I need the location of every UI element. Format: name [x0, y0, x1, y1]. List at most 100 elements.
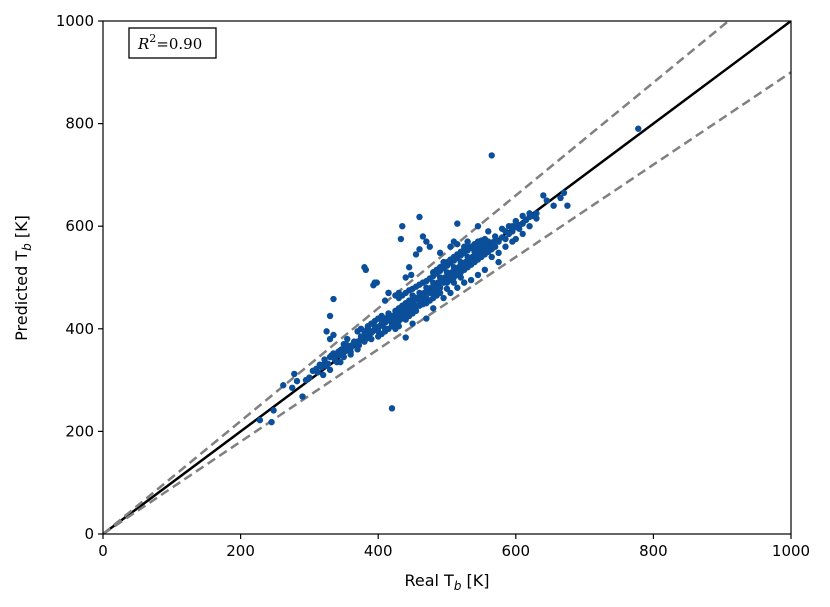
data-point — [454, 284, 461, 291]
data-point — [289, 384, 296, 391]
data-point — [526, 210, 533, 217]
data-point — [485, 244, 492, 251]
data-point — [416, 213, 423, 221]
data-point — [388, 405, 396, 412]
data-point — [405, 297, 413, 304]
data-point — [291, 370, 298, 378]
data-point — [416, 246, 423, 253]
data-point — [419, 279, 427, 286]
data-point — [324, 360, 332, 367]
data-point — [412, 307, 420, 315]
plot-frame — [102, 20, 792, 535]
data-point — [330, 331, 337, 339]
data-point — [454, 240, 461, 248]
y-axis-title: Predicted Tb [K] — [12, 215, 34, 341]
y-tick-label: 600 — [65, 217, 94, 235]
data-point — [340, 353, 347, 361]
data-point — [502, 235, 509, 243]
data-point — [385, 289, 392, 297]
data-point — [557, 194, 564, 202]
data-point — [440, 294, 447, 302]
data-point — [373, 279, 381, 286]
data-point — [392, 307, 399, 315]
data-point — [423, 284, 430, 291]
data-point — [516, 225, 523, 232]
reference-line-upper-bound — [103, 21, 731, 534]
data-point — [519, 212, 526, 220]
data-point — [560, 189, 568, 197]
data-point — [361, 338, 368, 345]
data-point — [347, 351, 354, 358]
data-point — [256, 416, 264, 424]
data-point — [399, 302, 406, 309]
y-axis-title-unit: [K] — [12, 215, 31, 243]
x-tick-label: 800 — [639, 542, 668, 560]
data-point — [368, 335, 375, 343]
data-point — [293, 377, 301, 385]
data-point — [354, 346, 361, 353]
data-point — [357, 333, 365, 340]
r2-value: =0.90 — [156, 35, 202, 53]
y-tick-label: 0 — [84, 525, 94, 543]
x-axis-title: Real Tb [K] — [404, 571, 489, 593]
data-point — [502, 243, 509, 250]
data-point — [443, 276, 451, 284]
x-tick-label: 1000 — [772, 542, 810, 560]
data-point — [399, 315, 406, 322]
data-point — [461, 243, 468, 250]
x-axis-title-unit: [K] — [461, 571, 489, 590]
x-tick-label: 400 — [364, 542, 393, 560]
data-point — [402, 334, 409, 341]
data-point — [408, 271, 415, 279]
data-points — [256, 125, 642, 426]
data-point — [323, 328, 330, 335]
data-point — [457, 266, 464, 274]
data-point — [488, 253, 495, 261]
data-point — [526, 223, 533, 230]
data-point — [447, 243, 454, 250]
data-point — [447, 289, 454, 297]
data-point — [299, 393, 306, 400]
data-point — [495, 249, 502, 257]
data-point — [543, 197, 550, 204]
data-point — [430, 269, 437, 276]
data-point — [564, 202, 571, 209]
data-point — [362, 266, 370, 274]
data-point — [423, 238, 430, 245]
data-point — [450, 279, 458, 286]
data-point — [337, 358, 344, 366]
x-axis-title-main: Real T — [404, 571, 454, 590]
data-point — [385, 312, 392, 320]
reference-line-lower-bound — [103, 71, 791, 534]
data-point — [464, 261, 471, 268]
data-point — [412, 251, 420, 258]
data-point — [512, 235, 519, 243]
data-point — [464, 238, 471, 245]
data-point — [268, 418, 275, 426]
x-tick-label: 200 — [226, 542, 255, 560]
x-tick-label: 600 — [501, 542, 530, 560]
data-point — [319, 371, 327, 379]
data-point — [378, 312, 385, 320]
data-point — [509, 223, 516, 230]
data-point — [381, 297, 389, 304]
data-point — [409, 320, 416, 327]
y-tick-label: 1000 — [56, 12, 94, 30]
data-point — [419, 300, 427, 308]
data-point — [392, 292, 399, 299]
data-point — [635, 125, 642, 132]
data-point — [344, 335, 351, 343]
data-point — [314, 369, 321, 376]
y-axis-title-main: Predicted T — [12, 251, 31, 341]
data-point — [512, 217, 519, 225]
y-tick-label: 200 — [65, 422, 94, 440]
data-point — [471, 258, 478, 266]
data-point — [350, 338, 358, 345]
data-point — [467, 276, 475, 284]
r2-annotation: R2=0.90 — [128, 27, 217, 59]
data-point — [550, 202, 557, 209]
x-axis: 0 200 400 600 800 1000 — [98, 534, 810, 560]
data-point — [540, 192, 547, 199]
data-point — [443, 261, 451, 268]
